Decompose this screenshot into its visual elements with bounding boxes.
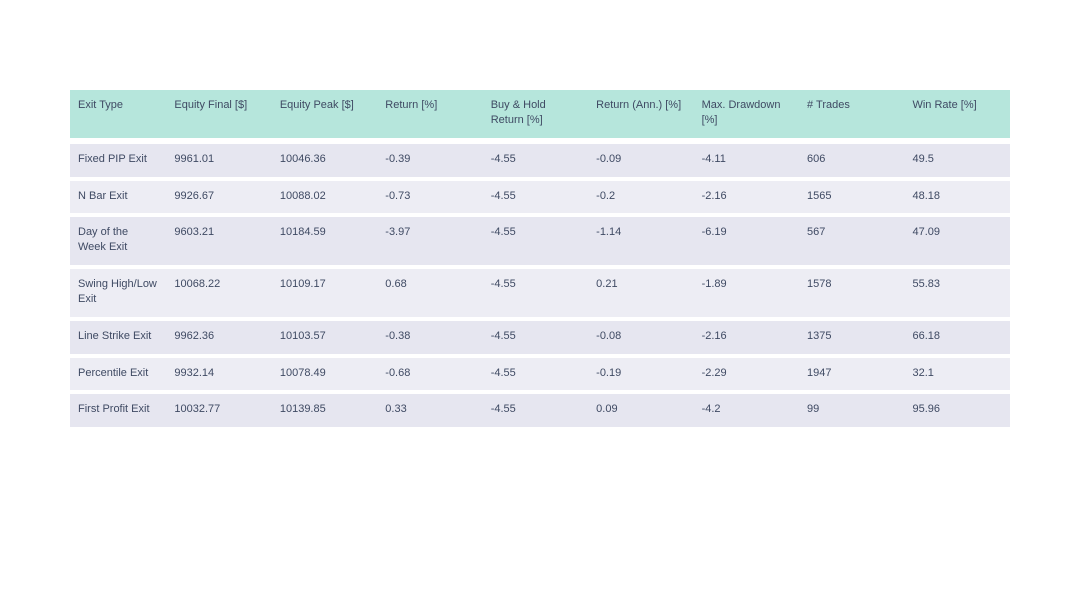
col-exit-type: Exit Type (70, 90, 166, 141)
cell-equity-peak: 10046.36 (272, 141, 377, 179)
cell-return-ann: -1.14 (588, 215, 693, 267)
cell-max-drawdown: -4.2 (694, 392, 799, 429)
table-body: Fixed PIP Exit 9961.01 10046.36 -0.39 -4… (70, 141, 1010, 430)
cell-exit-type: Line Strike Exit (70, 319, 166, 356)
exit-strategy-table: Exit Type Equity Final [$] Equity Peak [… (70, 90, 1010, 431)
cell-return-ann: 0.21 (588, 267, 693, 319)
cell-win-rate: 55.83 (904, 267, 1010, 319)
cell-equity-peak: 10139.85 (272, 392, 377, 429)
cell-buy-hold-return: -4.55 (483, 319, 588, 356)
cell-return: 0.33 (377, 392, 482, 429)
cell-num-trades: 567 (799, 215, 904, 267)
col-buy-hold-return: Buy & Hold Return [%] (483, 90, 588, 141)
cell-win-rate: 48.18 (904, 179, 1010, 216)
cell-num-trades: 1565 (799, 179, 904, 216)
cell-buy-hold-return: -4.55 (483, 179, 588, 216)
cell-return: -0.68 (377, 356, 482, 393)
cell-equity-peak: 10109.17 (272, 267, 377, 319)
cell-exit-type: First Profit Exit (70, 392, 166, 429)
table-row: Swing High/Low Exit 10068.22 10109.17 0.… (70, 267, 1010, 319)
cell-equity-final: 9603.21 (166, 215, 271, 267)
col-max-drawdown: Max. Drawdown [%] (694, 90, 799, 141)
col-num-trades: # Trades (799, 90, 904, 141)
cell-buy-hold-return: -4.55 (483, 267, 588, 319)
cell-exit-type: Day of the Week Exit (70, 215, 166, 267)
cell-exit-type: N Bar Exit (70, 179, 166, 216)
table-row: Percentile Exit 9932.14 10078.49 -0.68 -… (70, 356, 1010, 393)
cell-equity-peak: 10088.02 (272, 179, 377, 216)
cell-win-rate: 32.1 (904, 356, 1010, 393)
cell-num-trades: 1947 (799, 356, 904, 393)
cell-equity-final: 9961.01 (166, 141, 271, 179)
cell-num-trades: 1375 (799, 319, 904, 356)
cell-buy-hold-return: -4.55 (483, 356, 588, 393)
cell-equity-peak: 10103.57 (272, 319, 377, 356)
table-header-row: Exit Type Equity Final [$] Equity Peak [… (70, 90, 1010, 141)
cell-equity-final: 9962.36 (166, 319, 271, 356)
cell-max-drawdown: -2.16 (694, 179, 799, 216)
cell-win-rate: 95.96 (904, 392, 1010, 429)
cell-return-ann: -0.09 (588, 141, 693, 179)
col-equity-peak: Equity Peak [$] (272, 90, 377, 141)
cell-win-rate: 66.18 (904, 319, 1010, 356)
col-win-rate: Win Rate [%] (904, 90, 1010, 141)
cell-max-drawdown: -2.16 (694, 319, 799, 356)
table-row: N Bar Exit 9926.67 10088.02 -0.73 -4.55 … (70, 179, 1010, 216)
cell-max-drawdown: -4.11 (694, 141, 799, 179)
col-return: Return [%] (377, 90, 482, 141)
cell-exit-type: Fixed PIP Exit (70, 141, 166, 179)
cell-buy-hold-return: -4.55 (483, 215, 588, 267)
cell-max-drawdown: -6.19 (694, 215, 799, 267)
cell-buy-hold-return: -4.55 (483, 392, 588, 429)
cell-exit-type: Swing High/Low Exit (70, 267, 166, 319)
cell-max-drawdown: -2.29 (694, 356, 799, 393)
cell-equity-peak: 10078.49 (272, 356, 377, 393)
cell-return: 0.68 (377, 267, 482, 319)
cell-equity-peak: 10184.59 (272, 215, 377, 267)
cell-win-rate: 49.5 (904, 141, 1010, 179)
cell-exit-type: Percentile Exit (70, 356, 166, 393)
table-row: Day of the Week Exit 9603.21 10184.59 -3… (70, 215, 1010, 267)
cell-num-trades: 606 (799, 141, 904, 179)
col-equity-final: Equity Final [$] (166, 90, 271, 141)
cell-return: -0.39 (377, 141, 482, 179)
cell-max-drawdown: -1.89 (694, 267, 799, 319)
cell-equity-final: 9932.14 (166, 356, 271, 393)
cell-return: -0.73 (377, 179, 482, 216)
cell-return: -0.38 (377, 319, 482, 356)
cell-num-trades: 1578 (799, 267, 904, 319)
col-return-ann: Return (Ann.) [%] (588, 90, 693, 141)
table-row: Fixed PIP Exit 9961.01 10046.36 -0.39 -4… (70, 141, 1010, 179)
cell-equity-final: 10068.22 (166, 267, 271, 319)
cell-equity-final: 10032.77 (166, 392, 271, 429)
cell-equity-final: 9926.67 (166, 179, 271, 216)
cell-return-ann: -0.08 (588, 319, 693, 356)
cell-return-ann: 0.09 (588, 392, 693, 429)
cell-return-ann: -0.2 (588, 179, 693, 216)
cell-return: -3.97 (377, 215, 482, 267)
cell-num-trades: 99 (799, 392, 904, 429)
cell-return-ann: -0.19 (588, 356, 693, 393)
cell-win-rate: 47.09 (904, 215, 1010, 267)
table-row: Line Strike Exit 9962.36 10103.57 -0.38 … (70, 319, 1010, 356)
cell-buy-hold-return: -4.55 (483, 141, 588, 179)
table-row: First Profit Exit 10032.77 10139.85 0.33… (70, 392, 1010, 429)
